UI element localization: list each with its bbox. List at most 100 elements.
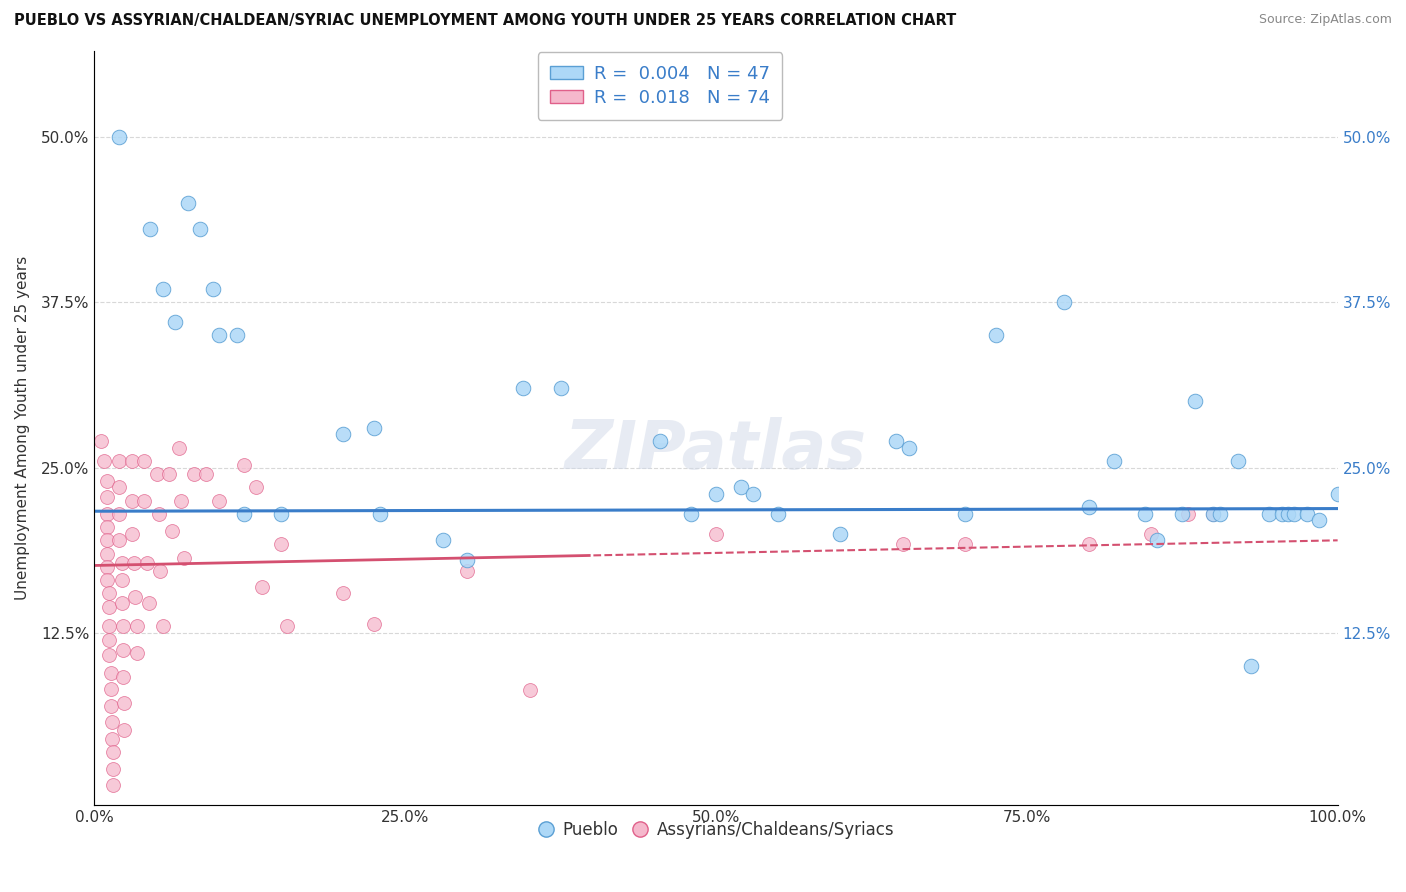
Text: Source: ZipAtlas.com: Source: ZipAtlas.com	[1258, 13, 1392, 27]
Point	[111, 556, 134, 570]
Point	[160, 524, 183, 538]
Point	[1258, 507, 1281, 521]
Point	[112, 619, 135, 633]
Point	[134, 454, 156, 468]
Point	[512, 381, 534, 395]
Point	[98, 648, 121, 663]
Point	[519, 682, 541, 697]
Point	[1277, 507, 1299, 521]
Point	[332, 427, 354, 442]
Point	[1184, 394, 1206, 409]
Point	[332, 586, 354, 600]
Point	[1227, 454, 1250, 468]
Point	[226, 328, 249, 343]
Point	[111, 595, 134, 609]
Point	[183, 467, 205, 482]
Point	[550, 381, 572, 395]
Point	[730, 480, 752, 494]
Point	[100, 665, 122, 680]
Point	[232, 507, 254, 521]
Point	[1239, 659, 1261, 673]
Point	[270, 537, 292, 551]
Point	[1078, 500, 1101, 515]
Point	[1295, 507, 1317, 521]
Point	[101, 714, 124, 729]
Point	[98, 619, 121, 633]
Point	[90, 434, 112, 448]
Point	[742, 487, 765, 501]
Text: ZIPatlas: ZIPatlas	[565, 417, 868, 483]
Y-axis label: Unemployment Among Youth under 25 years: Unemployment Among Youth under 25 years	[15, 256, 30, 600]
Point	[121, 526, 143, 541]
Point	[96, 559, 118, 574]
Point	[96, 533, 118, 548]
Point	[201, 282, 224, 296]
Point	[173, 550, 195, 565]
Point	[101, 745, 124, 759]
Point	[152, 619, 174, 633]
Point	[1177, 507, 1199, 521]
Point	[108, 129, 131, 144]
Point	[1282, 507, 1305, 521]
Point	[112, 696, 135, 710]
Point	[704, 487, 727, 501]
Point	[704, 526, 727, 541]
Point	[891, 537, 914, 551]
Point	[188, 222, 211, 236]
Point	[121, 454, 143, 468]
Point	[1133, 507, 1156, 521]
Point	[108, 454, 131, 468]
Point	[93, 454, 115, 468]
Point	[134, 493, 156, 508]
Point	[96, 547, 118, 561]
Point	[208, 493, 231, 508]
Point	[121, 493, 143, 508]
Point	[1202, 507, 1225, 521]
Point	[138, 595, 160, 609]
Point	[122, 556, 145, 570]
Point	[195, 467, 218, 482]
Point	[648, 434, 671, 448]
Point	[165, 315, 187, 329]
Point	[145, 467, 167, 482]
Point	[456, 564, 478, 578]
Point	[1102, 454, 1125, 468]
Point	[112, 723, 135, 737]
Point	[232, 458, 254, 472]
Point	[177, 195, 200, 210]
Point	[1146, 533, 1168, 548]
Point	[984, 328, 1007, 343]
Point	[101, 762, 124, 776]
Point	[170, 493, 193, 508]
Point	[100, 698, 122, 713]
Point	[884, 434, 907, 448]
Point	[953, 537, 976, 551]
Point	[681, 507, 703, 521]
Point	[245, 480, 267, 494]
Point	[157, 467, 180, 482]
Point	[149, 564, 172, 578]
Point	[363, 616, 385, 631]
Point	[208, 328, 231, 343]
Point	[135, 556, 157, 570]
Point	[1053, 295, 1076, 310]
Point	[1308, 513, 1330, 527]
Point	[370, 507, 392, 521]
Point	[270, 507, 292, 521]
Point	[101, 731, 124, 746]
Point	[108, 480, 131, 494]
Point	[148, 507, 170, 521]
Point	[112, 643, 135, 657]
Point	[98, 632, 121, 647]
Text: PUEBLO VS ASSYRIAN/CHALDEAN/SYRIAC UNEMPLOYMENT AMONG YOUTH UNDER 25 YEARS CORRE: PUEBLO VS ASSYRIAN/CHALDEAN/SYRIAC UNEMP…	[14, 13, 956, 29]
Point	[276, 619, 298, 633]
Point	[1271, 507, 1294, 521]
Point	[96, 474, 118, 488]
Point	[252, 580, 274, 594]
Point	[766, 507, 789, 521]
Point	[432, 533, 454, 548]
Point	[125, 646, 148, 660]
Point	[1078, 537, 1101, 551]
Point	[96, 507, 118, 521]
Point	[456, 553, 478, 567]
